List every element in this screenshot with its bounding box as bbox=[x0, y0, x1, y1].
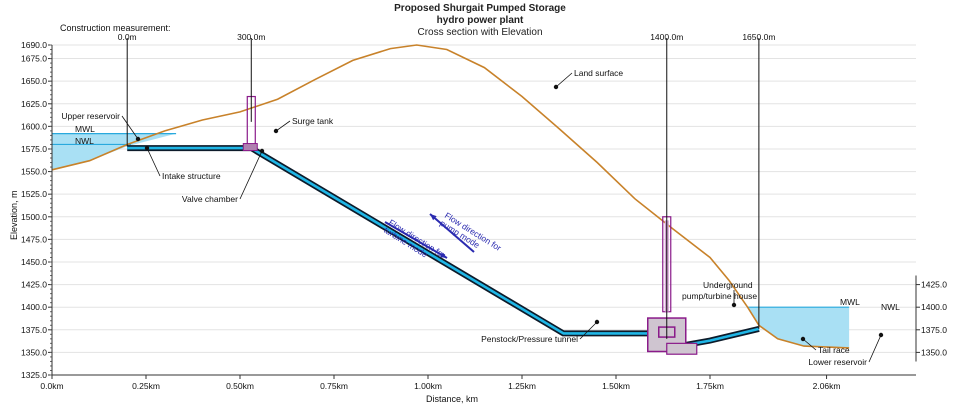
valve-chamber-leader bbox=[239, 150, 263, 200]
diagram-title-line3: Cross section with Elevation bbox=[417, 27, 543, 38]
y-tick-label: 1375.0 bbox=[21, 325, 47, 335]
y-tick-label: 1675.0 bbox=[21, 54, 47, 64]
penstock-leader bbox=[579, 321, 598, 340]
lower-reservoir-label: Lower reservoir bbox=[808, 357, 867, 367]
upper-nwl-label: NWL bbox=[75, 136, 94, 146]
intake-structure-leader bbox=[146, 147, 161, 177]
surge-tank-label: Surge tank bbox=[292, 116, 334, 126]
y-tick-label: 1525.0 bbox=[21, 189, 47, 199]
x-tick-label: 1.25km bbox=[508, 381, 536, 391]
x-tick-label: 1.50km bbox=[602, 381, 630, 391]
y-tick-label: 1350.0 bbox=[21, 347, 47, 357]
upper-mwl-label: MWL bbox=[75, 124, 95, 134]
upper-reservoir-water bbox=[52, 133, 177, 170]
construction-mark-label: 1650.0m bbox=[742, 32, 775, 42]
tail-race-label: Tail race bbox=[818, 345, 850, 355]
construction-mark-label: 300.0m bbox=[237, 32, 265, 42]
y-tick-label: 1475.0 bbox=[21, 234, 47, 244]
y-tick-label: 1550.0 bbox=[21, 167, 47, 177]
construction-label: Construction measurement: bbox=[60, 23, 171, 33]
valve-chamber-label: Valve chamber bbox=[182, 194, 238, 204]
x-tick-label: 0.75km bbox=[320, 381, 348, 391]
y-tick-label: 1690.0 bbox=[21, 40, 47, 50]
right-tick-label: 1400.0 bbox=[921, 302, 947, 312]
flow-arrow-pump bbox=[429, 213, 475, 253]
powerhouse-label-2: pump/turbine house bbox=[682, 291, 757, 301]
x-tick-label: 1.00km bbox=[414, 381, 442, 391]
construction-mark-label: 0.0m bbox=[118, 32, 137, 42]
intake-structure-label: Intake structure bbox=[162, 171, 221, 181]
flow-arrow-pump-head bbox=[430, 214, 437, 221]
y-tick-label: 1450.0 bbox=[21, 257, 47, 267]
flow-arrow-turbine-head bbox=[440, 252, 447, 258]
lower-mwl-label: MWL bbox=[840, 297, 860, 307]
lower-reservoir-leader bbox=[868, 334, 882, 363]
diagram-title-line2: hydro power plant bbox=[436, 15, 524, 26]
land-surface-line bbox=[51, 44, 850, 349]
diagram-title-line1: Proposed Shurgait Pumped Storage bbox=[394, 3, 566, 14]
x-axis-title: Distance, km bbox=[426, 394, 478, 404]
right-tick-label: 1350.0 bbox=[921, 347, 947, 357]
flow-arrow-turbine bbox=[384, 221, 448, 259]
upper-reservoir-label: Upper reservoir bbox=[61, 111, 120, 121]
y-tick-label: 1500.0 bbox=[21, 212, 47, 222]
x-tick-label: 0.0km bbox=[40, 381, 63, 391]
lower-reservoir-water bbox=[747, 307, 850, 348]
y-tick-label: 1425.0 bbox=[21, 280, 47, 290]
right-tick-label: 1375.0 bbox=[921, 325, 947, 335]
x-tick-label: 0.50km bbox=[226, 381, 254, 391]
powerhouse-label-1: Underground bbox=[703, 280, 753, 290]
y-tick-label: 1400.0 bbox=[21, 302, 47, 312]
y-tick-label: 1650.0 bbox=[21, 76, 47, 86]
y-tick-label: 1600.0 bbox=[21, 121, 47, 131]
x-tick-label: 0.25km bbox=[132, 381, 160, 391]
y-axis-title: Elevation, m bbox=[9, 190, 19, 240]
construction-mark-label: 1400.0m bbox=[650, 32, 683, 42]
surge-tank-leader bbox=[275, 120, 291, 132]
upper-reservoir-leader bbox=[121, 115, 139, 140]
draft-tube-box bbox=[666, 342, 698, 355]
x-tick-label: 1.75km bbox=[696, 381, 724, 391]
land-surface-leader bbox=[555, 72, 573, 88]
flow-pump-label: Flow direction forpump mode bbox=[438, 210, 503, 260]
penstock-label: Penstock/Pressure tunnel bbox=[481, 334, 578, 344]
right-tick-label: 1425.0 bbox=[921, 280, 947, 290]
tail-race-leader bbox=[802, 338, 817, 351]
y-tick-label: 1575.0 bbox=[21, 144, 47, 154]
y-tick-label: 1625.0 bbox=[21, 99, 47, 109]
land-surface-label: Land surface bbox=[574, 68, 623, 78]
lower-nwl-label: NWL bbox=[881, 302, 900, 312]
valve-chamber-box bbox=[242, 143, 258, 152]
y-tick-label: 1325.0 bbox=[21, 370, 47, 380]
penstock-inner bbox=[127, 146, 654, 335]
x-tick-label: 2.06km bbox=[813, 381, 841, 391]
